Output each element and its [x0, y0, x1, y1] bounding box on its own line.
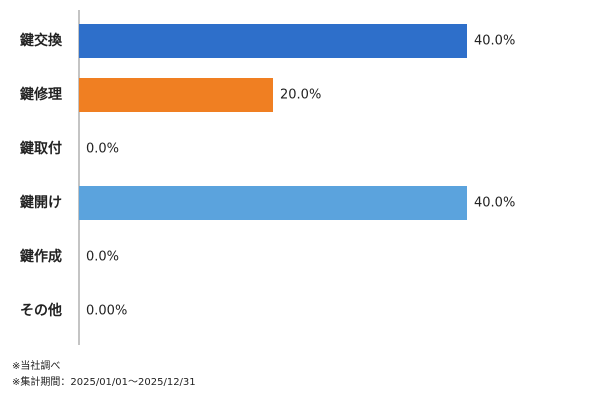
- note: ※集計期間：2025/01/01～2025/12/31: [12, 375, 196, 388]
- value-label: 0.00%: [86, 304, 127, 319]
- value-label: 40.0%: [474, 196, 515, 211]
- y-tick-label: その他: [20, 302, 62, 319]
- bar: [79, 24, 467, 58]
- value-label: 40.0%: [474, 34, 515, 49]
- y-tick-label: 鍵交換: [20, 32, 63, 49]
- y-tick-label: 鍵取付: [20, 140, 62, 157]
- note: ※当社調べ: [12, 359, 60, 372]
- y-tick-label: 鍵作成: [20, 248, 62, 265]
- value-label: 0.0%: [86, 142, 119, 157]
- value-label: 20.0%: [280, 88, 321, 103]
- bar: [79, 186, 467, 220]
- bar: [79, 78, 273, 112]
- value-label: 0.0%: [86, 250, 119, 265]
- y-tick-label: 鍵開け: [20, 194, 62, 211]
- y-tick-label: 鍵修理: [20, 86, 62, 103]
